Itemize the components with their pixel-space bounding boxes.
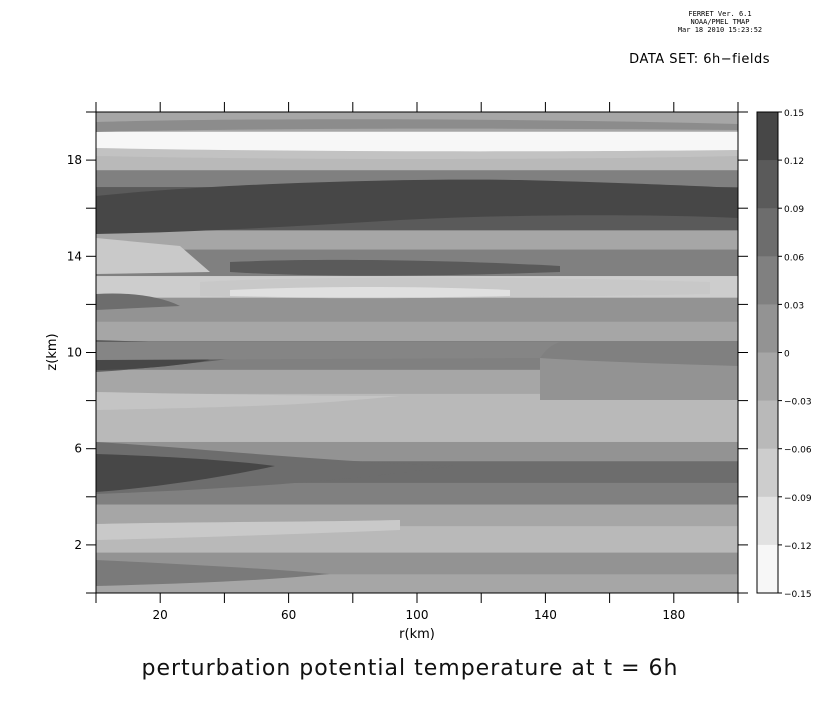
colorbar-swatch [757,448,778,498]
colorbar-swatch [757,496,778,546]
y-tick-label: 10 [67,346,82,360]
colorbar-swatch [757,304,778,353]
x-tick-label: 20 [153,608,168,622]
contour-patch [96,238,210,274]
contour-band [96,504,738,527]
colorbar-label: 0.12 [784,157,804,167]
contour-features [96,119,738,586]
dataset-label: DATA SET: 6h−fields [629,52,770,67]
contour-band [96,321,738,341]
colorbar-label: 0 [784,350,790,360]
x-tick-label: 180 [662,608,685,622]
ferret-stamp-line2: NOAA/PMEL TMAP [690,18,750,26]
colorbar-label: −0.15 [784,590,812,600]
contour-patch [96,560,330,586]
colorbar: 0.15 0.12 0.09 0.06 0.03 0 −0.03 −0.06 −0.09 −0.1… [756,109,812,600]
contour-patch [96,119,738,132]
colorbar-swatch [757,208,778,257]
colorbar-label: −0.12 [784,542,812,552]
colorbar-swatch [757,160,778,209]
contour-band [96,482,738,505]
y-tick-label: 18 [67,153,82,167]
chart-title: perturbation potential temperature at t … [141,656,679,681]
colorbar-label: 0.03 [784,301,804,311]
y-axis-label: z(km) [45,333,60,370]
contour-patch [96,392,400,410]
x-tick-label: 100 [406,608,429,622]
x-tick-label: 140 [534,608,557,622]
contour-patch [96,454,275,492]
ferret-stamp-line1: FERRET Ver. 6.1 [688,10,752,18]
colorbar-swatch [757,400,778,450]
y-tick-label: 14 [67,249,82,263]
y-tick-label: 2 [74,538,82,552]
contour-band [96,131,738,154]
contour-patch [540,358,738,400]
colorbar-label: −0.03 [784,398,812,408]
colorbar-swatch [757,352,778,402]
contour-patch [230,287,510,298]
colorbar-label: −0.06 [784,446,812,456]
colorbar-label: −0.09 [784,494,812,504]
contour-patch [230,259,560,276]
colorbar-swatch [757,256,778,305]
axis-ticks: 20 60 100 140 180 2 6 10 14 18 [67,102,748,622]
x-tick-label: 60 [281,608,296,622]
colorbar-swatch [757,112,778,161]
colorbar-label: 0.09 [784,205,804,215]
contour-patch [96,293,180,310]
contour-patch [96,179,738,234]
colorbar-label: 0.06 [784,253,804,263]
contour-band [96,297,738,322]
contour-patch [96,342,560,360]
y-tick-label: 6 [74,442,82,456]
contour-patch [96,148,738,159]
ferret-stamp: FERRET Ver. 6.1 NOAA/PMEL TMAP Mar 18 20… [660,10,780,34]
x-axis-label: r(km) [399,627,435,642]
contour-patch [96,520,400,540]
contour-band [96,229,738,250]
colorbar-swatch [757,544,778,594]
ferret-stamp-line3: Mar 18 2010 15:23:52 [677,26,763,34]
colorbar-label: 0.15 [784,109,804,119]
